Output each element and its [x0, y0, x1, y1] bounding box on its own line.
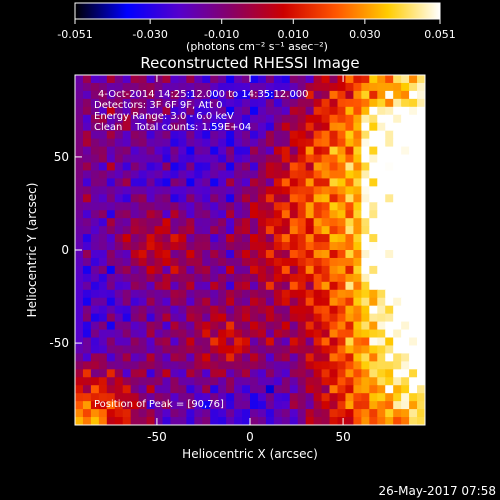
y-axis-ticks: -50 0 50 — [49, 150, 425, 350]
y-tick-label: 50 — [54, 150, 69, 164]
annotation-energy-range: Energy Range: 3.0 - 6.0 keV — [94, 111, 234, 122]
colorbar-tick-label: 0.010 — [278, 28, 310, 41]
colorbar — [74, 2, 441, 20]
annotation-clean-counts: Clean Total counts: 1.59E+04 — [94, 122, 251, 133]
y-tick-label: 0 — [61, 243, 69, 257]
date-stamp: 26-May-2017 07:58 — [379, 484, 496, 498]
heatmap-image — [75, 75, 425, 425]
x-tick-label: 0 — [246, 430, 254, 444]
colorbar-units: (photons cm⁻² s⁻¹ asec⁻²) — [186, 40, 328, 53]
colorbar-tick-label: -0.010 — [204, 28, 239, 41]
annotation-block: 4-Oct-2014 14:25:12.000 to 14:35:12.000 … — [94, 89, 309, 133]
x-axis-ticks: -50 0 50 — [147, 75, 351, 444]
annotation-time-range: 4-Oct-2014 14:25:12.000 to 14:35:12.000 — [98, 89, 309, 100]
chart-title: Reconstructed RHESSI Image — [140, 54, 359, 72]
peak-position-label: Position of Peak = [90,76] — [94, 399, 224, 410]
colorbar-ticks: -0.051 -0.030 -0.010 0.010 0.030 0.051 — [57, 19, 456, 41]
colorbar-tick-label: 0.030 — [349, 28, 381, 41]
annotation-detectors: Detectors: 3F 6F 9F, Att 0 — [94, 100, 222, 111]
colorbar-tick-label: -0.051 — [57, 28, 92, 41]
colorbar-tick-label: 0.051 — [424, 28, 456, 41]
colorbar-tick-label: -0.030 — [132, 28, 167, 41]
x-axis-label: Heliocentric X (arcsec) — [182, 447, 318, 461]
x-tick-label: -50 — [147, 430, 167, 444]
y-axis-label: Heliocentric Y (arcsec) — [25, 183, 39, 318]
y-tick-label: -50 — [49, 336, 69, 350]
x-tick-label: 50 — [335, 430, 350, 444]
